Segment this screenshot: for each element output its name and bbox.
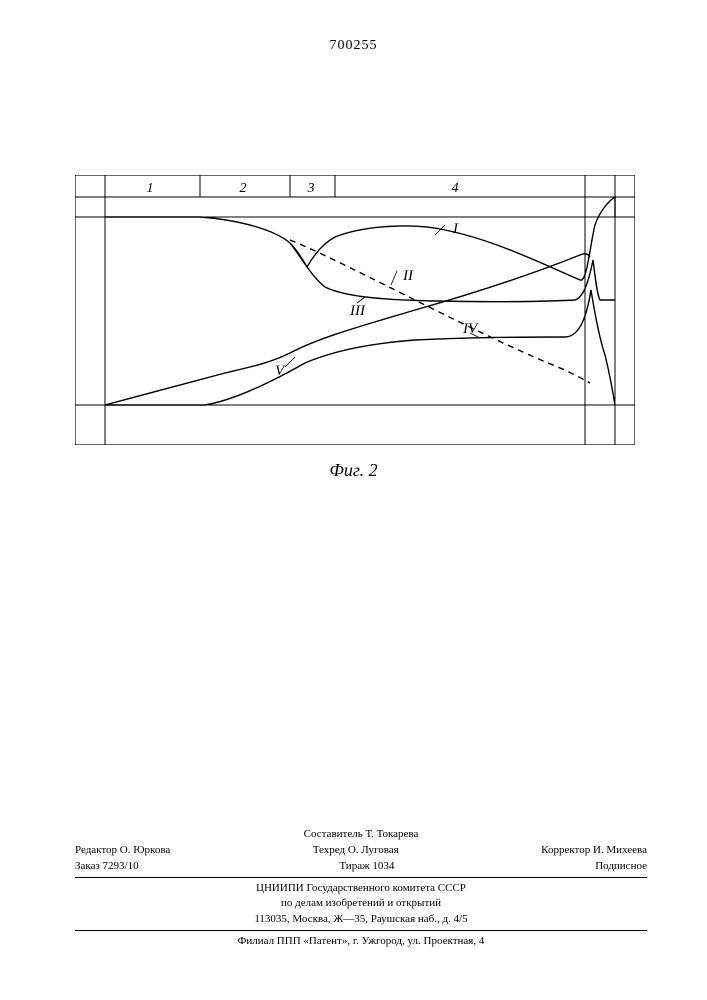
signed: Подписное: [595, 859, 647, 874]
svg-text:3: 3: [307, 181, 315, 196]
org-line-1: ЦНИИПИ Государственного комитета СССР: [75, 881, 647, 896]
techred: Техред О. Луговая: [313, 843, 399, 858]
credits-divider-2: [75, 930, 647, 931]
page: 700255 1234IIIIIIIVV Фиг. 2 Составитель …: [0, 0, 707, 1000]
svg-text:V: V: [275, 363, 286, 379]
org-address: 113035, Москва, Ж—35, Раушская наб., д. …: [75, 912, 647, 927]
svg-text:II: II: [402, 268, 414, 284]
compiler-line: Составитель Т. Токарева: [75, 827, 647, 842]
order-number: Заказ 7293/10: [75, 859, 139, 874]
branch-line: Филиал ППП «Патент», г. Ужгород, ул. Про…: [75, 934, 647, 949]
svg-text:I: I: [452, 221, 459, 237]
figure-svg: 1234IIIIIIIVV: [75, 175, 635, 445]
editor: Редактор О. Юркова: [75, 843, 170, 858]
svg-text:2: 2: [240, 181, 247, 196]
figure-caption: Фиг. 2: [0, 460, 707, 481]
svg-text:4: 4: [452, 181, 459, 196]
print-run: Тираж 1034: [339, 859, 394, 874]
svg-text:III: III: [349, 303, 366, 319]
org-line-2: по делам изобретений и открытий: [75, 896, 647, 911]
corrector: Корректор И. Михеева: [541, 843, 647, 858]
publication-credits: Составитель Т. Токарева Редактор О. Юрко…: [75, 827, 647, 950]
document-number: 700255: [0, 38, 707, 54]
svg-text:IV: IV: [462, 321, 479, 337]
figure-2: 1234IIIIIIIVV: [75, 175, 635, 445]
svg-text:1: 1: [147, 181, 154, 196]
credits-divider-1: [75, 877, 647, 878]
